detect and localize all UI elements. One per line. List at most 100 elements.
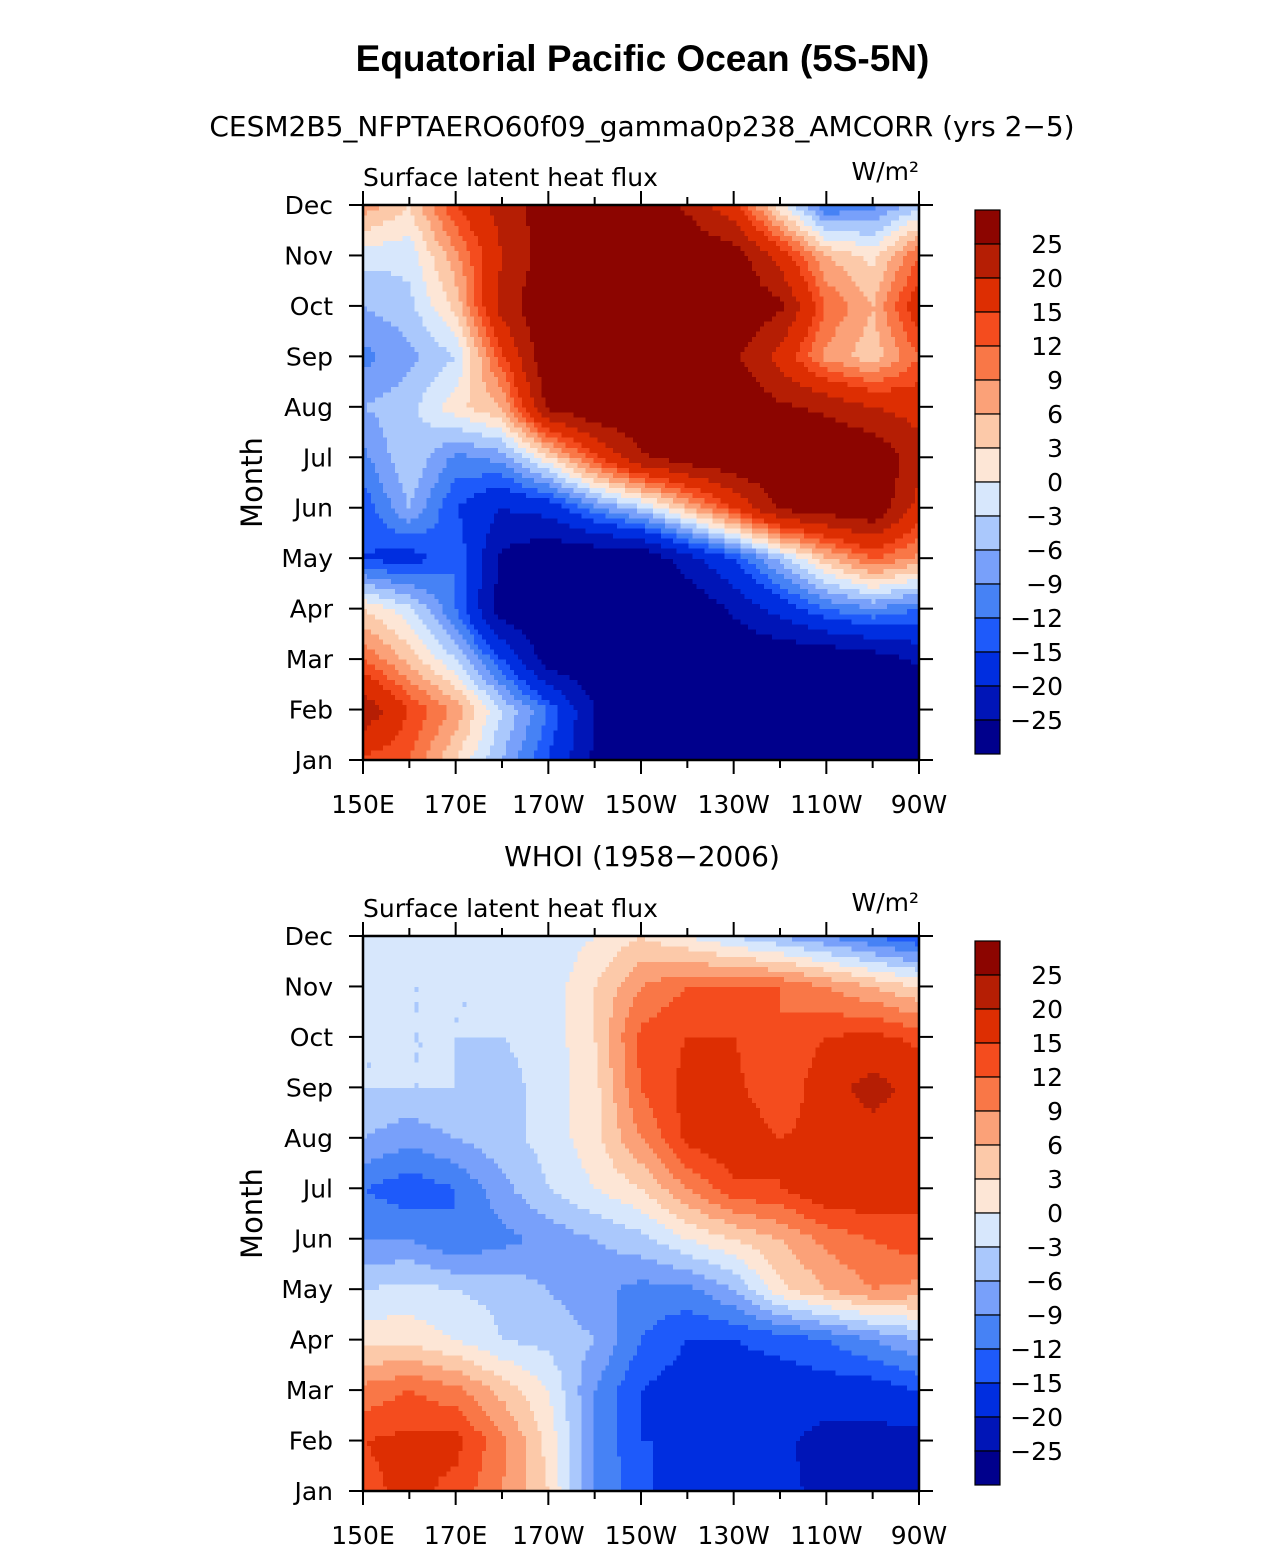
contour-cell [831,598,837,605]
contour-cell [363,694,368,701]
contour-cell [430,719,436,726]
contour-cell [756,613,761,620]
contour-cell [490,724,495,731]
contour-cell [883,694,888,701]
contour-cell [509,638,515,645]
contour-cell [716,709,722,716]
contour-cell [494,649,499,655]
contour-cell [660,603,666,610]
contour-cell [887,704,892,711]
contour-cell [708,754,714,761]
contour-cell [402,633,408,640]
contour-cell [486,578,491,585]
contour-cell [708,714,714,721]
contour-cell [553,739,559,746]
contour-cell [827,754,833,761]
contour-cell [871,613,876,620]
contour-cell [748,654,753,660]
contour-cell [454,623,459,630]
contour-cell [712,724,718,731]
contour-cell [736,623,741,630]
contour-cell [783,714,789,721]
contour-cell [847,754,853,761]
contour-cell [684,588,690,595]
contour-cell [378,664,384,670]
contour-cell [704,749,710,756]
contour-cell [641,598,646,605]
contour-cell [815,719,821,726]
contour-cell [390,623,396,630]
contour-cell [577,684,583,690]
contour-cell [418,603,424,610]
contour-cell [732,729,737,736]
contour-cell [458,623,463,630]
contour-cell [470,649,475,655]
contour-cell [382,684,388,690]
contour-cell [720,739,725,746]
contour-cell [406,654,412,660]
contour-cell [545,704,551,711]
contour-cell [593,649,598,655]
contour-cell [637,744,642,751]
contour-cell [672,613,678,620]
contour-cell [513,623,519,630]
contour-cell [899,699,904,706]
contour-cell [672,583,678,590]
contour-cell [660,618,666,625]
contour-cell [442,638,447,645]
contour-cell [609,704,614,711]
contour-cell [700,613,706,620]
contour-cell [672,598,678,605]
contour-cell [633,704,638,711]
contour-cell [871,608,876,615]
contour-cell [807,623,813,630]
contour-cell [390,608,396,615]
contour-cell [684,598,690,605]
contour-cell [414,754,420,761]
contour-cell [871,628,876,635]
contour-cell [875,699,880,706]
contour-cell [418,709,424,716]
contour-cell [684,729,690,736]
contour-cell [863,689,868,696]
contour-cell [835,669,841,675]
contour-cell [565,618,571,625]
contour-cell [899,633,904,640]
contour-cell [867,608,872,615]
contour-cell [637,593,642,600]
contour-cell [668,739,674,746]
contour-cell [807,734,813,741]
contour-cell [680,633,686,640]
contour-cell [764,603,769,610]
contour-cell [871,664,876,670]
contour-cell [732,714,737,721]
contour-cell [748,613,753,620]
contour-cell [363,659,368,665]
contour-cell [720,714,725,721]
contour-cell [478,603,483,610]
contour-cell [374,704,380,711]
contour-cell [756,719,761,726]
contour-cell [768,613,773,620]
contour-cell [474,669,479,675]
contour-cell [819,664,825,670]
contour-cell [895,709,900,716]
contour-cell [593,643,598,650]
contour-cell [752,734,757,741]
contour-cell [541,734,547,741]
contour-cell [756,654,761,660]
contour-cell [585,633,590,640]
contour-cell [668,659,674,665]
contour-cell [549,618,555,625]
contour-cell [915,709,920,716]
contour-cell [863,714,868,721]
contour-cell [601,714,606,721]
contour-cell [776,719,781,726]
contour-cell [656,694,662,701]
contour-cell [720,583,725,590]
contour-cell [875,618,880,625]
contour-cell [573,674,579,680]
contour-cell [887,694,892,701]
contour-cell [827,709,833,716]
contour-cell [486,588,491,595]
